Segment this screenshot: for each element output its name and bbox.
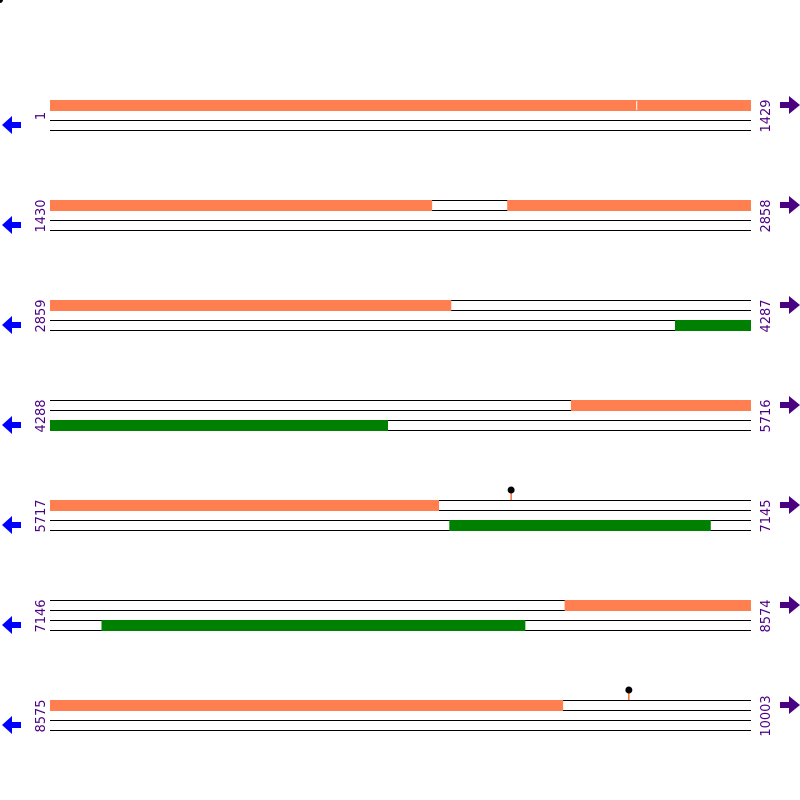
arrow-left-icon[interactable] [2, 316, 21, 334]
arrow-shaft [780, 202, 790, 208]
arrow-right-icon[interactable] [780, 196, 800, 214]
arrow-left-icon[interactable] [2, 516, 21, 534]
arrow-shaft [11, 422, 21, 428]
row-end-label: 7145 [759, 499, 774, 532]
arrow-head [2, 516, 12, 534]
arrow-head [789, 396, 800, 414]
arrow-shaft [780, 702, 790, 708]
arrow-left-icon[interactable] [2, 416, 21, 434]
arrow-shaft [11, 722, 21, 728]
arrow-head [2, 116, 12, 134]
forward-feature[interactable] [507, 200, 751, 211]
arrow-head [789, 96, 800, 114]
row-start-label: 4288 [34, 399, 49, 432]
arrow-head [2, 416, 12, 434]
map-row: 1430 2858 [2, 196, 800, 234]
row-start-label: 2859 [34, 299, 49, 332]
arrow-left-icon[interactable] [2, 216, 21, 234]
forward-feature[interactable] [50, 700, 564, 711]
row-start-label: 1 [34, 112, 49, 120]
forward-feature[interactable] [564, 600, 751, 611]
arrow-head [2, 716, 12, 734]
reverse-feature[interactable] [449, 520, 711, 531]
map-row: 5717 7145 [2, 486, 800, 534]
forward-feature[interactable] [50, 100, 751, 111]
reverse-feature[interactable] [674, 320, 751, 331]
map-row: 4288 5716 [2, 396, 800, 434]
pin-marker-icon[interactable] [625, 686, 633, 701]
corner-dot [0, 0, 3, 3]
forward-feature[interactable] [50, 300, 452, 311]
arrow-head [2, 216, 12, 234]
row-end-label: 5716 [759, 399, 774, 432]
arrow-right-icon[interactable] [780, 596, 800, 614]
arrow-head [789, 296, 800, 314]
row-end-label: 8574 [759, 599, 774, 632]
arrow-right-icon[interactable] [780, 696, 800, 714]
pin-marker-icon[interactable] [507, 486, 515, 501]
row-start-label: 5717 [34, 499, 49, 532]
arrow-head [789, 496, 800, 514]
arrow-shaft [11, 322, 21, 328]
row-end-label: 1429 [759, 99, 774, 132]
arrow-right-icon[interactable] [780, 296, 800, 314]
arrow-head [789, 196, 800, 214]
arrow-head [2, 616, 12, 634]
arrow-shaft [11, 622, 21, 628]
row-start-label: 1430 [34, 199, 49, 232]
map-row: 2859 4287 [2, 296, 800, 334]
arrow-head [2, 316, 12, 334]
row-end-label: 2858 [759, 199, 774, 232]
arrow-shaft [780, 602, 790, 608]
map-row: 7146 8574 [2, 596, 800, 634]
forward-feature[interactable] [50, 200, 433, 211]
arrow-left-icon[interactable] [2, 116, 21, 134]
arrow-right-icon[interactable] [780, 496, 800, 514]
arrow-left-icon[interactable] [2, 616, 21, 634]
marker-head [507, 486, 515, 494]
row-end-label: 10003 [759, 695, 774, 736]
reverse-feature[interactable] [101, 620, 526, 631]
marker-head [625, 686, 633, 694]
map-row: 8575 10003 [2, 686, 800, 737]
forward-feature[interactable] [50, 500, 440, 511]
arrow-shaft [780, 402, 790, 408]
map-row: 1 1429 [2, 96, 800, 134]
arrow-head [789, 596, 800, 614]
row-end-label: 4287 [759, 299, 774, 332]
arrow-right-icon[interactable] [780, 96, 800, 114]
arrow-shaft [11, 122, 21, 128]
arrow-shaft [780, 102, 790, 108]
arrow-shaft [780, 302, 790, 308]
arrow-left-icon[interactable] [2, 716, 21, 734]
arrow-shaft [11, 522, 21, 528]
row-start-label: 7146 [34, 599, 49, 632]
arrow-right-icon[interactable] [780, 396, 800, 414]
row-start-label: 8575 [34, 699, 49, 732]
arrow-head [789, 696, 800, 714]
reverse-feature[interactable] [50, 420, 388, 431]
forward-feature[interactable] [570, 400, 751, 411]
arrow-shaft [780, 502, 790, 508]
arrow-shaft [11, 222, 21, 228]
